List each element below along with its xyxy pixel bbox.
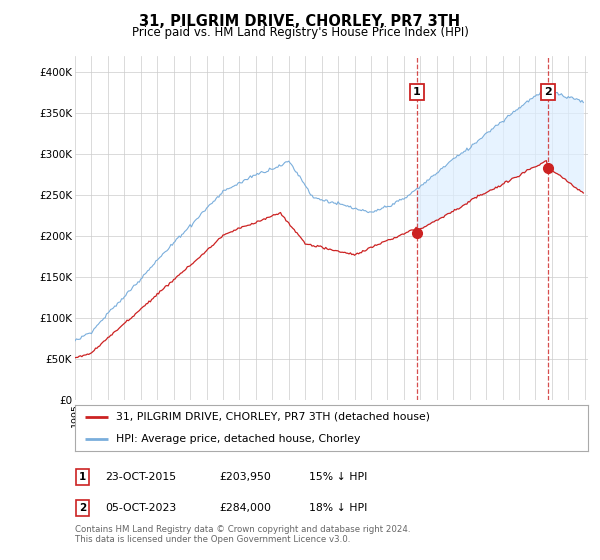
Text: 18% ↓ HPI: 18% ↓ HPI xyxy=(309,503,367,513)
Text: Price paid vs. HM Land Registry's House Price Index (HPI): Price paid vs. HM Land Registry's House … xyxy=(131,26,469,39)
Text: 05-OCT-2023: 05-OCT-2023 xyxy=(105,503,176,513)
Text: HPI: Average price, detached house, Chorley: HPI: Average price, detached house, Chor… xyxy=(116,434,361,444)
Text: £284,000: £284,000 xyxy=(219,503,271,513)
Text: 1: 1 xyxy=(413,87,421,97)
Text: 23-OCT-2015: 23-OCT-2015 xyxy=(105,472,176,482)
Text: 15% ↓ HPI: 15% ↓ HPI xyxy=(309,472,367,482)
Text: 31, PILGRIM DRIVE, CHORLEY, PR7 3TH: 31, PILGRIM DRIVE, CHORLEY, PR7 3TH xyxy=(139,14,461,29)
Text: Contains HM Land Registry data © Crown copyright and database right 2024.
This d: Contains HM Land Registry data © Crown c… xyxy=(75,525,410,544)
Text: 31, PILGRIM DRIVE, CHORLEY, PR7 3TH (detached house): 31, PILGRIM DRIVE, CHORLEY, PR7 3TH (det… xyxy=(116,412,430,422)
Text: 2: 2 xyxy=(79,503,86,513)
Text: 2: 2 xyxy=(544,87,551,97)
Text: 1: 1 xyxy=(79,472,86,482)
Text: £203,950: £203,950 xyxy=(219,472,271,482)
